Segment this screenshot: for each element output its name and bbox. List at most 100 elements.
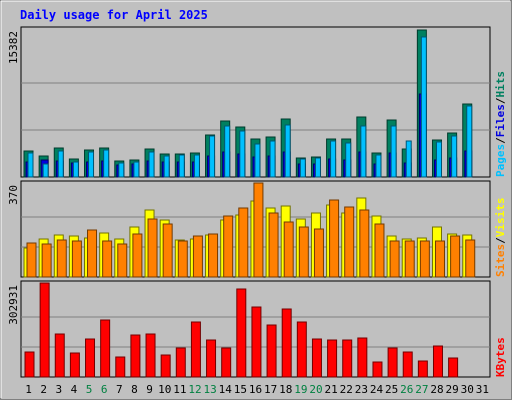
bar-visits_sites-sites-12	[192, 235, 203, 278]
bar-hits_files_pages-pages-14	[224, 125, 231, 178]
x-tick-label: 16	[249, 383, 262, 396]
bar-hits_files_pages-pages-22	[345, 142, 352, 178]
bar-visits_sites-sites-1	[26, 242, 37, 278]
bar-hits_files_pages-pages-24	[375, 154, 382, 178]
x-tick-label: 12	[188, 383, 201, 396]
bar-visits_sites-sites-28	[434, 240, 445, 278]
chart-title: Daily usage for April 2025	[20, 8, 208, 22]
bar-kbytes-kbytes-26	[402, 351, 413, 378]
legend-item-hits: Hits	[494, 71, 507, 98]
bar-hits_files_pages-pages-17	[269, 140, 276, 178]
bar-hits_files_pages-pages-18	[284, 124, 291, 178]
x-tick-label: 21	[325, 383, 338, 396]
legend-hits_files_pages: Pages/Files/Hits	[494, 71, 507, 177]
x-tick-label: 14	[219, 383, 233, 396]
bar-visits_sites-sites-17	[268, 212, 279, 278]
x-tick-label: 3	[56, 383, 63, 396]
bar-kbytes-kbytes-2	[39, 282, 50, 378]
bar-visits_sites-sites-16	[253, 182, 264, 278]
x-tick-label: 23	[355, 383, 368, 396]
x-tick-label: 22	[340, 383, 353, 396]
x-tick-label: 18	[279, 383, 292, 396]
bar-hits_files_pages-pages-28	[435, 141, 442, 178]
bar-hits_files_pages-pages-7	[118, 162, 125, 178]
bar-kbytes-kbytes-28	[432, 345, 443, 378]
x-tick-label: 31	[476, 383, 489, 396]
bar-hits_files_pages-pages-20	[314, 157, 321, 178]
bar-kbytes-kbytes-21	[327, 339, 338, 378]
bar-kbytes-kbytes-18	[281, 308, 292, 378]
bar-hits_files_pages-pages-10	[163, 155, 170, 178]
legend-visits_sites: Sites/Visits	[494, 198, 507, 278]
x-tick-label: 29	[446, 383, 459, 396]
bar-kbytes-kbytes-10	[160, 354, 171, 378]
bar-visits_sites-sites-3	[56, 239, 67, 278]
bar-hits_files_pages-pages-5	[88, 151, 95, 178]
x-tick-label: 20	[309, 383, 322, 396]
bar-kbytes-kbytes-12	[190, 321, 201, 378]
bar-kbytes-kbytes-3	[54, 333, 65, 378]
bar-hits_files_pages-pages-11	[178, 154, 185, 178]
bar-kbytes-kbytes-5	[85, 338, 96, 378]
x-tick-label: 2	[40, 383, 47, 396]
bar-kbytes-kbytes-7	[115, 356, 126, 378]
bar-kbytes-kbytes-14	[221, 347, 232, 378]
bar-visits_sites-sites-15	[238, 207, 249, 278]
legend-kbytes: KBytes	[494, 337, 507, 377]
bar-visits_sites-sites-5	[87, 229, 98, 278]
ymax-label-hits_files_pages: 15382	[7, 31, 20, 64]
bar-hits_files_pages-pages-23	[360, 125, 367, 178]
x-tick-label: 9	[146, 383, 153, 396]
bar-kbytes-kbytes-13	[206, 339, 217, 378]
x-tick-label: 11	[173, 383, 186, 396]
bar-visits_sites-sites-30	[465, 239, 476, 278]
bar-hits_files_pages-pages-4	[72, 161, 79, 178]
legend-separator: /	[494, 97, 507, 104]
bar-kbytes-kbytes-6	[100, 319, 111, 378]
bar-hits_files_pages-pages-9	[148, 151, 155, 178]
ymax-label-visits_sites: 370	[7, 185, 20, 205]
bar-kbytes-kbytes-27	[417, 360, 428, 378]
bar-kbytes-kbytes-17	[266, 324, 277, 378]
bar-kbytes-kbytes-8	[130, 334, 141, 378]
bar-kbytes-kbytes-4	[69, 352, 80, 378]
bar-visits_sites-sites-29	[450, 235, 461, 278]
bar-kbytes-kbytes-11	[175, 347, 186, 378]
bar-visits_sites-sites-19	[298, 226, 309, 278]
bar-visits_sites-sites-4	[71, 240, 82, 278]
bar-hits_files_pages-pages-25	[390, 125, 397, 178]
bar-kbytes-kbytes-15	[236, 288, 247, 378]
bar-hits_files_pages-pages-26	[405, 140, 412, 178]
bar-kbytes-kbytes-20	[311, 338, 322, 378]
x-tick-label: 4	[71, 383, 78, 396]
bar-visits_sites-sites-21	[329, 199, 340, 278]
x-tick-label: 5	[86, 383, 93, 396]
bar-visits_sites-sites-11	[177, 240, 188, 278]
bar-visits_sites-sites-14	[223, 215, 234, 278]
bar-kbytes-kbytes-9	[145, 333, 156, 378]
bar-kbytes-kbytes-25	[387, 347, 398, 378]
bar-hits_files_pages-pages-13	[209, 135, 216, 178]
bar-visits_sites-sites-10	[162, 223, 173, 278]
legend-separator: /	[494, 137, 507, 144]
bar-hits_files_pages-pages-19	[299, 158, 306, 178]
bar-visits_sites-sites-25	[389, 240, 400, 278]
bar-kbytes-kbytes-1	[24, 351, 35, 378]
bar-visits_sites-sites-2	[41, 243, 52, 278]
bar-visits_sites-sites-6	[102, 240, 113, 278]
bar-visits_sites-sites-26	[404, 240, 415, 278]
bar-visits_sites-sites-8	[132, 233, 143, 278]
bar-visits_sites-sites-20	[313, 228, 324, 278]
bar-hits_files_pages-pages-3	[57, 150, 64, 178]
bar-hits_files_pages-pages-15	[239, 130, 246, 178]
x-tick-label: 17	[264, 383, 277, 396]
bar-kbytes-kbytes-24	[372, 361, 383, 378]
bar-kbytes-kbytes-16	[251, 306, 262, 378]
x-tick-label: 1	[25, 383, 32, 396]
bar-kbytes-kbytes-23	[357, 337, 368, 378]
bar-hits_files_pages-pages-2	[42, 163, 49, 178]
bar-hits_files_pages-pages-1	[27, 152, 34, 178]
legend-item-visits: Visits	[494, 198, 507, 238]
x-tick-label: 27	[415, 383, 428, 396]
